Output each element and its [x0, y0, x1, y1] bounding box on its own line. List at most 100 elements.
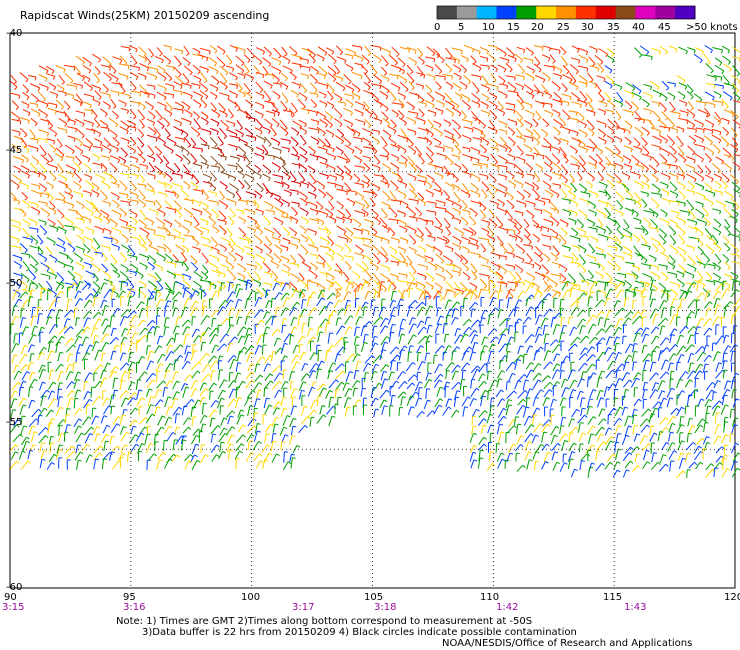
wind-barb-flag: [281, 212, 285, 217]
wind-barb-flag: [457, 151, 462, 155]
wind-barb-flag: [536, 62, 541, 66]
wind-barb-flag: [189, 121, 192, 126]
wind-barb-flag: [108, 150, 112, 154]
wind-barb: [235, 162, 244, 171]
wind-barb-flag: [605, 53, 609, 58]
wind-barb: [523, 101, 533, 106]
wind-barb-flag: [736, 249, 740, 254]
wind-barb-flag: [251, 148, 254, 153]
wind-barb-flag: [151, 106, 155, 111]
wind-barb: [353, 155, 362, 161]
wind-barb-flag: [590, 185, 593, 189]
wind-barb: [219, 65, 229, 73]
wind-barb-flag: [324, 124, 328, 128]
wind-barb: [82, 56, 92, 64]
wind-barb: [371, 83, 381, 87]
wind-barb: [669, 200, 680, 203]
wind-barb: [163, 92, 174, 96]
wind-barb-flag: [303, 90, 308, 94]
wind-barb: [390, 180, 399, 189]
wind-barb-flag: [394, 214, 398, 218]
wind-barb: [695, 47, 704, 53]
wind-barb-flag: [693, 159, 696, 164]
wind-barb-flag: [161, 59, 164, 64]
wind-barb: [37, 137, 47, 141]
wind-barb-flag: [97, 157, 101, 161]
wind-barb: [400, 128, 407, 137]
wind-barb: [307, 201, 318, 207]
wind-barb: [730, 109, 739, 117]
wind-barb: [415, 117, 426, 122]
wind-barb-flag: [710, 202, 714, 207]
wind-barb: [109, 155, 120, 161]
wind-barb: [570, 57, 580, 61]
wind-barb: [38, 171, 47, 178]
wind-barb: [279, 119, 288, 129]
wind-barb-flag: [595, 49, 598, 54]
wind-barb-flag: [104, 197, 108, 201]
wind-barb-flag: [659, 93, 662, 98]
wind-barb: [102, 171, 113, 177]
wind-barb: [272, 82, 282, 85]
wind-barb-flag: [593, 205, 597, 209]
wind-barb-flag: [630, 166, 633, 171]
wind-barb: [225, 54, 233, 63]
wind-barb-flag: [253, 211, 256, 216]
wind-barb: [183, 198, 194, 202]
wind-barb-flag: [676, 129, 679, 134]
wind-barb-flag: [505, 131, 508, 135]
wind-barb: [10, 74, 17, 83]
wind-barb-flag: [704, 102, 707, 107]
wind-barb: [19, 208, 27, 215]
wind-barb-flag: [450, 162, 454, 166]
wind-barb-flag: [457, 126, 461, 130]
wind-barb-flag: [108, 63, 112, 67]
wind-barb-flag: [454, 59, 456, 64]
wind-barb: [37, 99, 49, 105]
wind-barb-flag: [397, 147, 400, 152]
wind-barb-flag: [239, 169, 244, 173]
wind-barb-flag: [674, 83, 676, 88]
wind-barb: [262, 66, 269, 74]
wind-barb-flag: [647, 185, 650, 190]
wind-barb-flag: [259, 175, 262, 180]
wind-barb: [606, 201, 614, 208]
wind-barb: [562, 73, 573, 80]
wind-barb-flag: [329, 124, 333, 128]
wind-barb: [291, 206, 298, 214]
wind-barb: [265, 73, 274, 76]
wind-barb: [235, 191, 242, 199]
wind-barb: [253, 199, 260, 207]
wind-barb: [272, 90, 281, 97]
wind-barb: [354, 109, 364, 114]
wind-barb: [675, 200, 686, 204]
wind-barb: [667, 92, 676, 98]
wind-barb: [703, 135, 713, 143]
wind-barb-flag: [737, 188, 740, 192]
wind-barb-flag: [341, 140, 345, 145]
wind-barb-flag: [505, 148, 508, 153]
wind-barb-flag: [178, 63, 182, 67]
wind-barb: [100, 209, 110, 216]
wind-barb: [659, 134, 668, 141]
wind-barb-flag: [693, 284, 695, 288]
wind-barb: [382, 146, 390, 154]
wind-barb: [541, 54, 551, 59]
wind-barb: [181, 117, 192, 123]
wind-barb: [435, 81, 442, 88]
wind-barb: [508, 179, 517, 186]
wind-barb-flag: [268, 143, 272, 147]
wind-barb-flag: [731, 113, 735, 118]
wind-barb-flag: [243, 157, 246, 162]
wind-barb-flag: [23, 213, 27, 218]
wind-barb-flag: [302, 142, 307, 146]
wind-barb-flag: [470, 121, 473, 126]
wind-barb-flag: [165, 162, 170, 166]
wind-barb-flag: [304, 151, 308, 156]
wind-barb-flag: [451, 113, 455, 117]
wind-barb-flag: [625, 297, 629, 300]
wind-barb-flag: [649, 110, 652, 115]
wind-barb-flag: [221, 196, 225, 200]
wind-barb: [129, 65, 140, 69]
wind-barb: [723, 82, 734, 87]
